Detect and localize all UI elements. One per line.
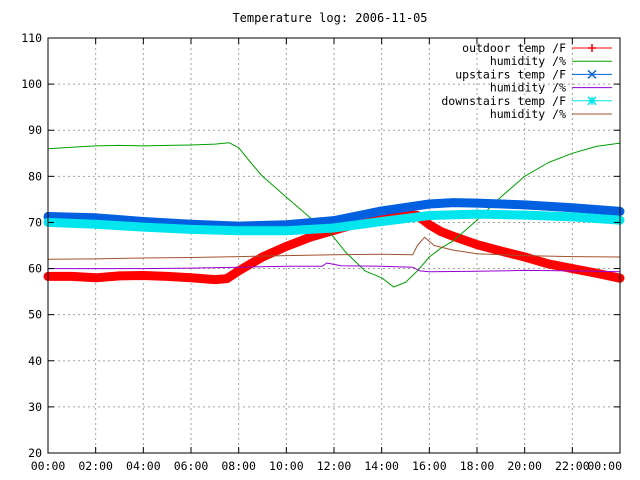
series-line-2 <box>43 198 625 231</box>
series-line-5 <box>47 236 621 260</box>
legend-label-0: outdoor temp /F <box>462 41 566 55</box>
y-tick-label: 30 <box>28 400 42 414</box>
x-tick-label: 06:00 <box>174 459 209 473</box>
y-tick-label: 40 <box>28 354 42 368</box>
series-line-1 <box>47 142 621 288</box>
x-tick-label: 22:00 <box>555 459 590 473</box>
legend-label-1: humidity /% <box>490 54 566 68</box>
series-line-3 <box>47 262 621 273</box>
y-tick-label: 70 <box>28 215 42 229</box>
y-tick-label: 20 <box>28 446 42 460</box>
x-tick-label: 16:00 <box>412 459 447 473</box>
x-tick-label: 08:00 <box>221 459 256 473</box>
x-tick-label: 00:00 <box>31 459 66 473</box>
legend-label-2: upstairs temp /F <box>455 67 566 81</box>
y-tick-label: 60 <box>28 262 42 276</box>
x-tick-label: 04:00 <box>126 459 161 473</box>
y-tick-label: 90 <box>28 123 42 137</box>
y-tick-label: 100 <box>21 77 42 91</box>
series-layer <box>43 142 625 288</box>
y-tick-label: 80 <box>28 169 42 183</box>
axis-ticks: 20 30 40 50 60 70 80 90 100 110 00:00 02:00 04:00 06:… <box>21 31 622 473</box>
chart-title: Temperature log: 2006-11-05 <box>232 11 427 25</box>
x-tick-label: 14:00 <box>364 459 399 473</box>
series-line-4 <box>43 209 625 236</box>
legend-label-4: downstairs temp /F <box>441 94 566 108</box>
x-tick-label: 20:00 <box>507 459 542 473</box>
legend-label-5: humidity /% <box>490 107 566 121</box>
y-tick-label: 110 <box>21 31 42 45</box>
x-tick-label: 00:00 <box>587 459 622 473</box>
y-tick-label: 50 <box>28 308 42 322</box>
x-tick-label: 12:00 <box>317 459 352 473</box>
legend-marker-4-d2 <box>587 96 597 106</box>
x-tick-label: 02:00 <box>78 459 113 473</box>
legend-label-3: humidity /% <box>490 81 566 95</box>
x-tick-label: 18:00 <box>460 459 495 473</box>
x-tick-label: 10:00 <box>269 459 304 473</box>
legend-marker-2-d2 <box>587 69 597 79</box>
